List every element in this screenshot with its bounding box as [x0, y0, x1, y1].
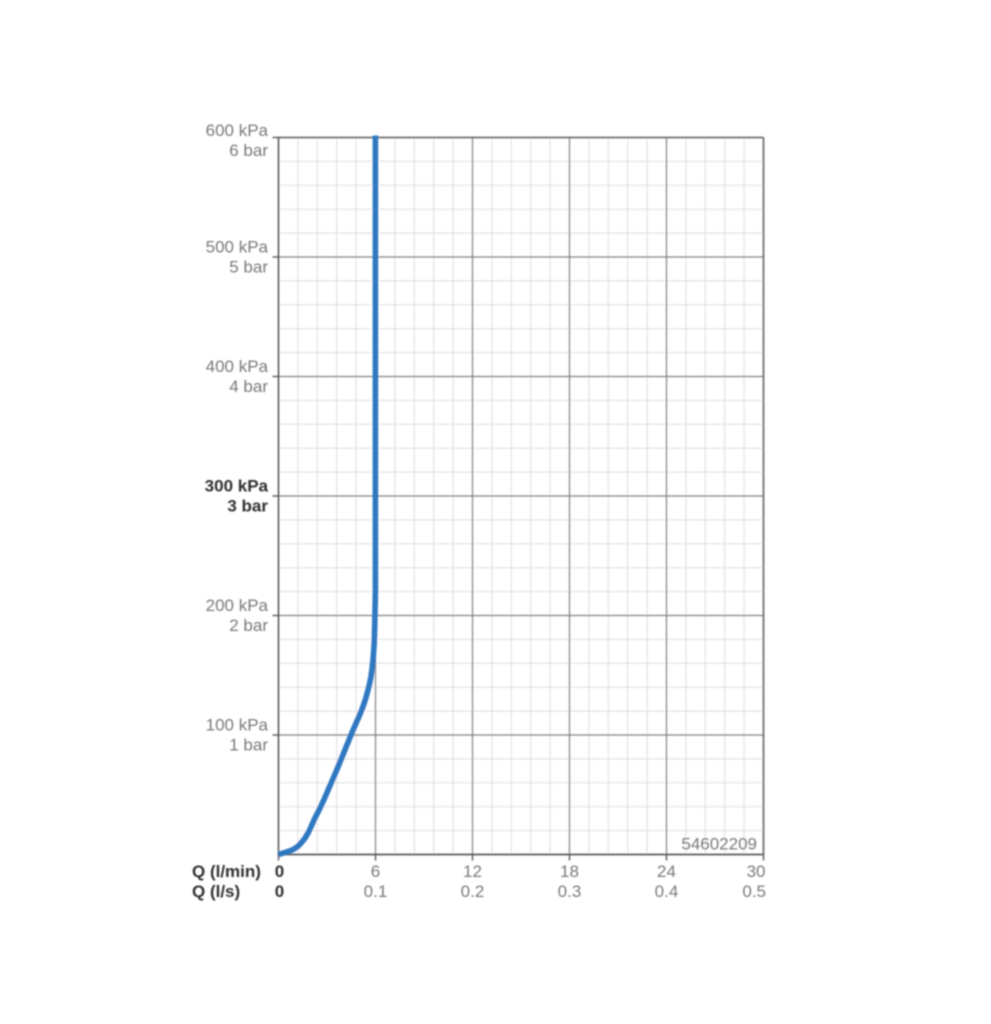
svg-text:0.2: 0.2 — [461, 882, 485, 901]
svg-text:0.5: 0.5 — [742, 882, 766, 901]
svg-text:Q (l/s): Q (l/s) — [192, 882, 240, 901]
svg-text:100 kPa: 100 kPa — [206, 716, 269, 735]
svg-text:Q (l/min): Q (l/min) — [192, 862, 261, 881]
svg-text:6 bar: 6 bar — [229, 141, 268, 160]
svg-text:400 kPa: 400 kPa — [206, 357, 269, 376]
svg-text:600 kPa: 600 kPa — [206, 121, 269, 140]
svg-text:300 kPa: 300 kPa — [205, 477, 269, 496]
svg-text:4 bar: 4 bar — [229, 377, 268, 396]
svg-text:30: 30 — [747, 862, 766, 881]
svg-text:54602209: 54602209 — [681, 835, 757, 854]
svg-text:5 bar: 5 bar — [229, 258, 268, 277]
svg-text:0.3: 0.3 — [558, 882, 582, 901]
svg-text:3 bar: 3 bar — [227, 497, 268, 516]
svg-text:0: 0 — [275, 882, 284, 901]
svg-text:500 kPa: 500 kPa — [206, 238, 269, 257]
svg-text:6: 6 — [371, 862, 380, 881]
svg-text:0: 0 — [275, 862, 284, 881]
svg-text:12: 12 — [463, 862, 482, 881]
svg-text:1 bar: 1 bar — [229, 736, 268, 755]
svg-text:24: 24 — [657, 862, 676, 881]
svg-text:200 kPa: 200 kPa — [206, 596, 269, 615]
svg-text:0.4: 0.4 — [655, 882, 679, 901]
svg-text:0.1: 0.1 — [364, 882, 388, 901]
svg-text:18: 18 — [560, 862, 579, 881]
svg-text:2 bar: 2 bar — [229, 616, 268, 635]
